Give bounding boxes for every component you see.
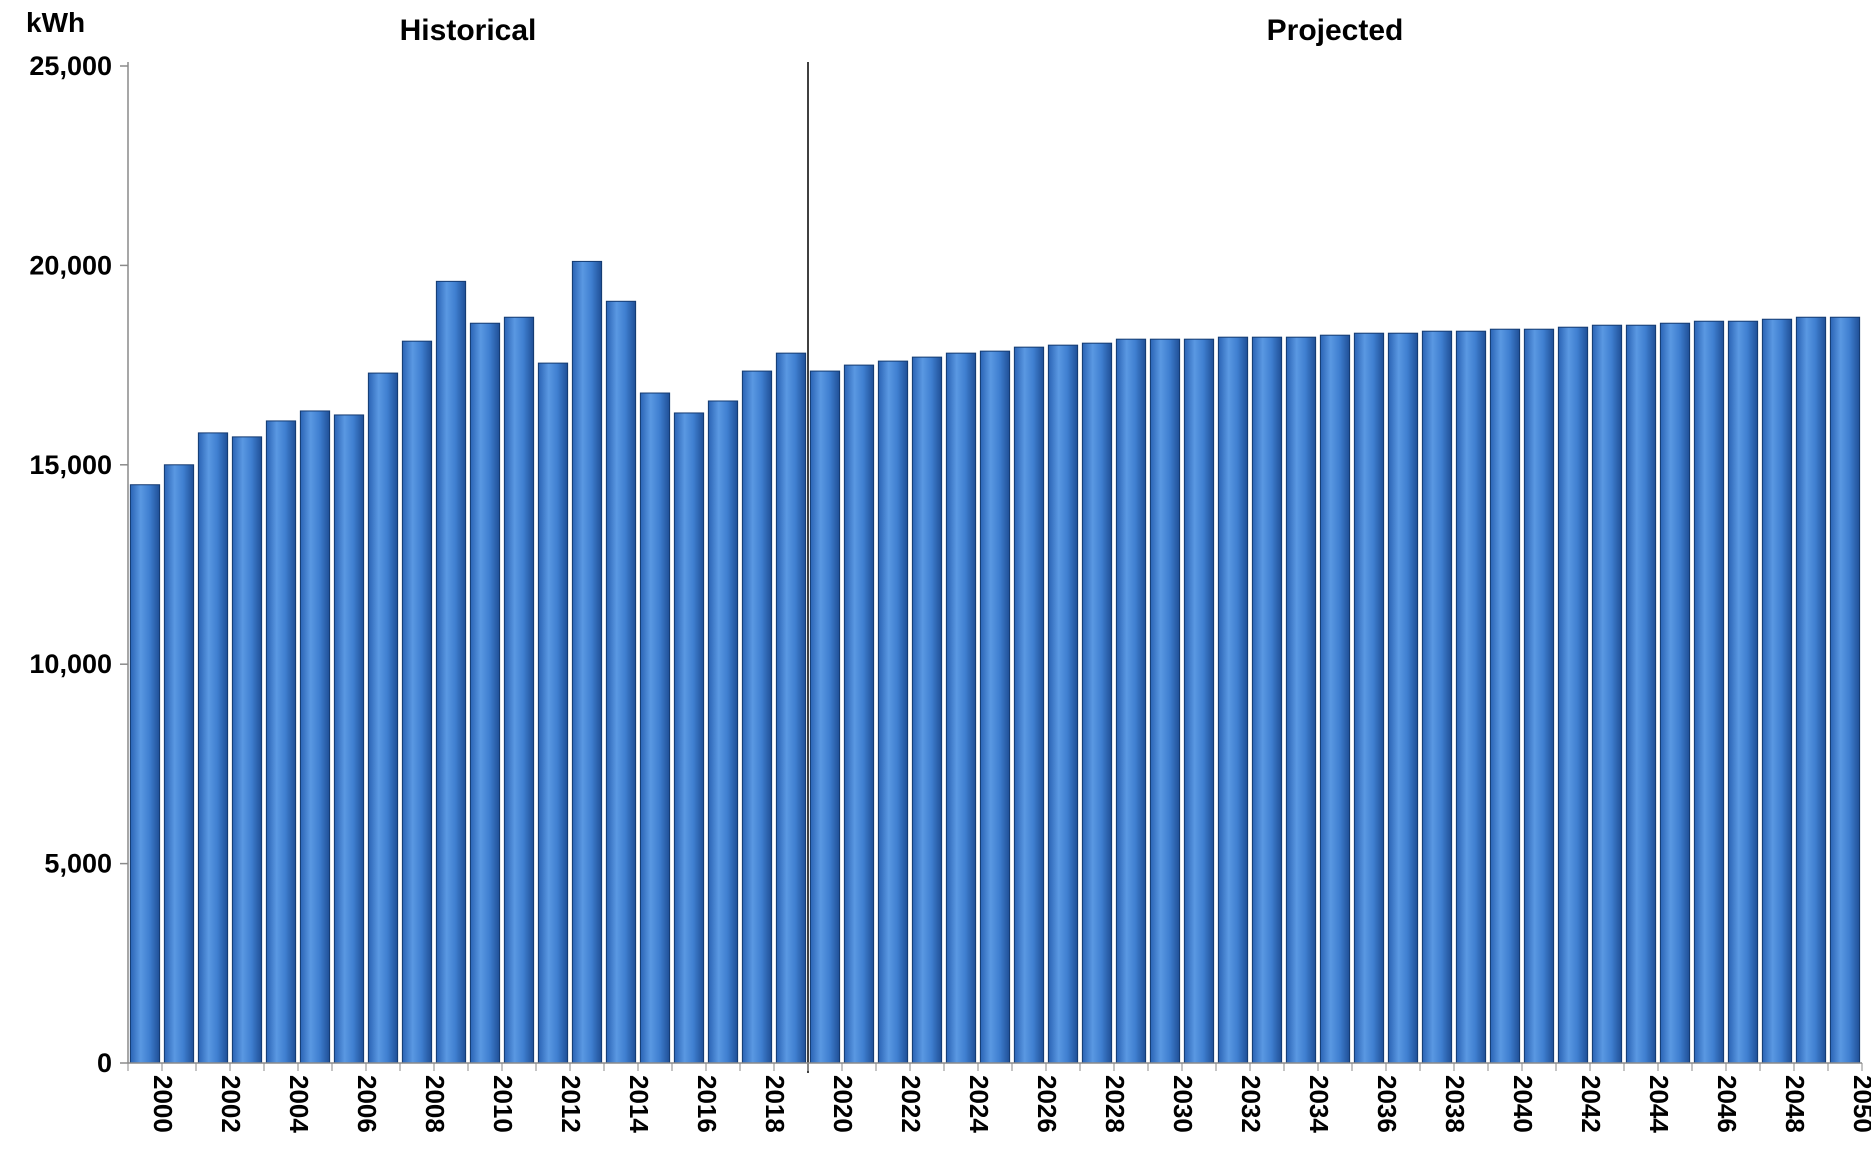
bar-2020	[809, 370, 841, 1064]
bar-2033	[1251, 336, 1283, 1064]
bar-2021	[843, 364, 875, 1064]
region-labels: Historical Projected	[400, 14, 1404, 47]
bar-2038	[1421, 330, 1453, 1064]
bar-2049	[1795, 316, 1827, 1064]
bar-2024	[945, 352, 977, 1064]
x-tick-label: 2038	[1440, 1075, 1470, 1133]
y-tick-label: 10,000	[29, 649, 112, 679]
bar-2041	[1523, 328, 1555, 1064]
y-tick-label: 15,000	[29, 450, 112, 480]
y-axis-unit-label: kWh	[26, 7, 85, 38]
x-tick-label: 2012	[556, 1075, 586, 1133]
x-tick-label: 2046	[1712, 1075, 1742, 1133]
bar-2013	[571, 260, 603, 1064]
bar-2039	[1455, 330, 1487, 1064]
bar-2019	[775, 352, 807, 1064]
bar-2017	[707, 400, 739, 1064]
bar-2023	[911, 356, 943, 1064]
x-tick-label: 2048	[1780, 1075, 1810, 1133]
bar-2026	[1013, 346, 1045, 1064]
bar-2001	[163, 464, 195, 1064]
x-tick-label: 2030	[1168, 1075, 1198, 1133]
y-tick-label: 25,000	[29, 51, 112, 81]
x-tick-label: 2002	[216, 1075, 246, 1133]
bar-2042	[1557, 326, 1589, 1064]
y-tick-label: 20,000	[29, 250, 112, 280]
bar-2031	[1183, 338, 1215, 1064]
bar-2029	[1115, 338, 1147, 1064]
bar-2046	[1693, 320, 1725, 1064]
region-label: Historical	[400, 14, 537, 47]
x-tick-label: 2044	[1644, 1075, 1674, 1133]
bar-2030	[1149, 338, 1181, 1064]
bar-2002	[197, 432, 229, 1064]
bar-2025	[979, 350, 1011, 1064]
x-tick-label: 2032	[1236, 1075, 1266, 1133]
x-tick-label: 2042	[1576, 1075, 1606, 1133]
bar-2022	[877, 360, 909, 1064]
x-tick-label: 2034	[1304, 1075, 1334, 1133]
bar-2011	[503, 316, 535, 1064]
x-tick-label: 2010	[488, 1075, 518, 1133]
bar-2018	[741, 370, 773, 1064]
bar-2006	[333, 414, 365, 1064]
bar-2032	[1217, 336, 1249, 1064]
bar-2000	[129, 484, 161, 1064]
bar-2005	[299, 410, 331, 1064]
bar-2037	[1387, 332, 1419, 1064]
bar-2047	[1727, 320, 1759, 1064]
x-tick-label: 2028	[1100, 1075, 1130, 1133]
bar-2043	[1591, 324, 1623, 1064]
y-axis: 0 5,000 10,000 15,000 20,000 25,000	[29, 51, 129, 1078]
x-tick-label: 2004	[284, 1075, 314, 1133]
bar-2010	[469, 322, 501, 1064]
bar-2036	[1353, 332, 1385, 1064]
bar-2012	[537, 362, 569, 1064]
bar-2007	[367, 372, 399, 1064]
bar-2048	[1761, 318, 1793, 1064]
bar-2050	[1829, 316, 1861, 1064]
region-label: Projected	[1267, 14, 1404, 47]
bar-2028	[1081, 342, 1113, 1064]
x-tick-label: 2040	[1508, 1075, 1538, 1133]
x-tick-label: 2000	[148, 1075, 178, 1133]
bar-2003	[231, 436, 263, 1064]
y-tick-label: 5,000	[44, 849, 112, 879]
bar-2034	[1285, 336, 1317, 1064]
bars	[129, 260, 1861, 1064]
bar-2016	[673, 412, 705, 1064]
bar-2008	[401, 340, 433, 1064]
x-tick-label: 2018	[760, 1075, 790, 1133]
x-tick-label: 2024	[964, 1075, 994, 1133]
bar-2027	[1047, 344, 1079, 1064]
x-tick-label: 2006	[352, 1075, 382, 1133]
bar-2004	[265, 420, 297, 1064]
x-axis: 2000 2002 2004 2006 2008 2010 2012 2014 2016 2018…	[127, 1062, 1871, 1133]
bar-2014	[605, 300, 637, 1064]
x-tick-label: 2016	[692, 1075, 722, 1133]
x-tick-label: 2014	[624, 1075, 654, 1133]
bar-2045	[1659, 322, 1691, 1064]
bar-2044	[1625, 324, 1657, 1064]
x-tick-label: 2026	[1032, 1075, 1062, 1133]
x-tick-label: 2022	[896, 1075, 926, 1133]
x-tick-label: 2020	[828, 1075, 858, 1133]
bar-2035	[1319, 334, 1351, 1064]
bar-2015	[639, 392, 671, 1064]
bar-2009	[435, 280, 467, 1064]
x-tick-label: 2036	[1372, 1075, 1402, 1133]
x-tick-label: 2050	[1848, 1075, 1871, 1133]
y-tick-label: 0	[97, 1048, 112, 1078]
bar-2040	[1489, 328, 1521, 1064]
x-tick-label: 2008	[420, 1075, 450, 1133]
